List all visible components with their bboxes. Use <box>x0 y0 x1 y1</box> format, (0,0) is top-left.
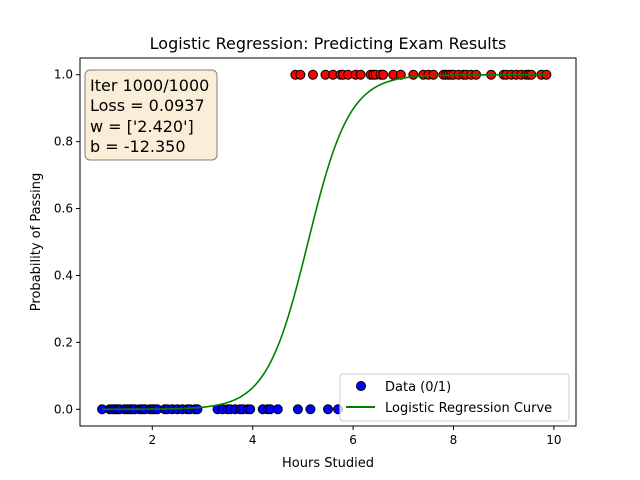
x-tick-label: 10 <box>546 433 561 447</box>
annotation-background <box>84 69 218 161</box>
legend-marker-data <box>356 381 366 391</box>
annotation-box: Iter 1000/1000 Loss = 0.0937 w = ['2.420… <box>84 69 218 161</box>
data-point <box>378 69 389 80</box>
legend-label-curve: Logistic Regression Curve <box>385 401 552 416</box>
data-point <box>192 404 203 415</box>
data-point <box>245 404 256 415</box>
plot-area <box>97 69 552 415</box>
legend-label-data: Data (0/1) <box>385 380 451 395</box>
y-tick-label: 0.4 <box>54 268 73 282</box>
data-point <box>355 69 366 80</box>
y-tick-label: 1.0 <box>54 68 73 82</box>
y-tick-label: 0.8 <box>54 135 73 149</box>
x-axis-label: Hours Studied <box>282 456 374 471</box>
x-tick-label: 4 <box>249 433 257 447</box>
plot-frame <box>79 57 577 427</box>
x-axis: 2 4 6 8 10 <box>148 426 562 447</box>
logistic-curve <box>102 73 547 411</box>
x-tick-label: 6 <box>349 433 357 447</box>
y-axis-label: Probability of Passing <box>29 173 44 311</box>
y-tick-label: 0.0 <box>54 402 73 416</box>
y-tick-label: 0.2 <box>54 335 73 349</box>
data-point <box>292 404 303 415</box>
data-point <box>295 69 306 80</box>
y-axis: 0.0 0.2 0.4 0.6 0.8 1.0 <box>54 68 80 416</box>
annotation-line-1: Iter 1000/1000 <box>90 76 209 95</box>
legend-frame <box>339 373 570 422</box>
data-point <box>272 404 283 415</box>
y-tick-label: 0.6 <box>54 202 73 216</box>
x-tick-label: 8 <box>450 433 458 447</box>
x-tick-label: 2 <box>148 433 156 447</box>
annotation-line-2: Loss = 0.0937 <box>90 96 205 115</box>
annotation-line-3: w = ['2.420'] <box>90 117 194 136</box>
legend: Data (0/1) Logistic Regression Curve <box>339 373 570 422</box>
data-point <box>307 69 318 80</box>
data-point <box>305 404 316 415</box>
annotation-line-4: b = -12.350 <box>90 137 186 156</box>
chart-title: Logistic Regression: Predicting Exam Res… <box>150 34 507 53</box>
data-point <box>323 404 333 415</box>
